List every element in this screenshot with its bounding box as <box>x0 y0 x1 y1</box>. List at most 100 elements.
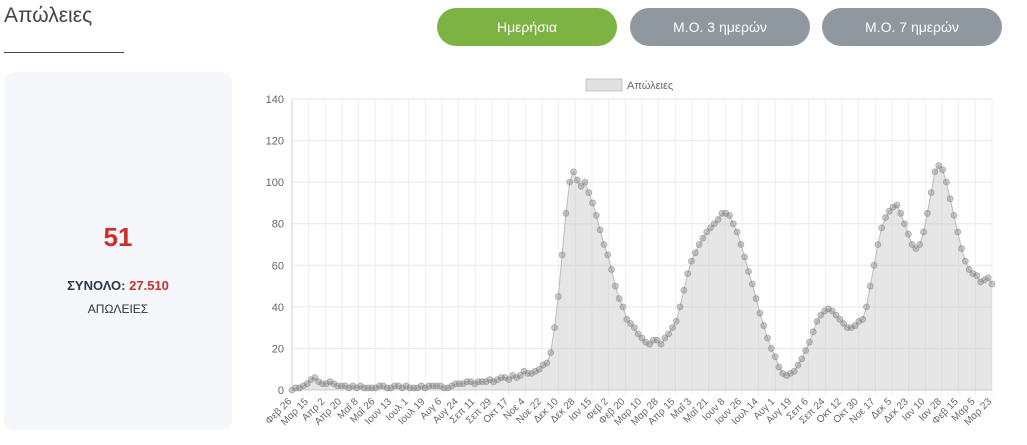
data-point <box>482 378 490 386</box>
data-point <box>296 384 304 392</box>
data-point <box>680 286 688 294</box>
y-tick-label: 80 <box>272 219 284 231</box>
data-point <box>817 311 825 319</box>
data-point <box>825 305 832 313</box>
data-point <box>904 230 912 238</box>
data-point <box>414 384 421 392</box>
data-point <box>809 328 817 336</box>
data-point <box>566 178 574 186</box>
data-point <box>657 340 665 348</box>
data-point <box>942 178 950 186</box>
data-point <box>912 245 920 253</box>
data-point <box>665 330 673 338</box>
data-point <box>379 382 387 390</box>
data-point <box>516 372 524 379</box>
data-point <box>619 303 627 311</box>
data-point <box>794 361 802 369</box>
y-tick-label: 40 <box>272 302 284 314</box>
data-point <box>802 347 809 354</box>
data-point <box>494 376 501 384</box>
daily-button[interactable]: Ημερήσια <box>437 8 617 46</box>
data-point <box>509 372 517 379</box>
data-point <box>775 363 783 371</box>
data-point <box>642 338 650 346</box>
total-deaths: ΣΥΝΟΛΟ: 27.510 <box>4 278 232 293</box>
summary-card: 51 ΣΥΝΟΛΟ: 27.510 ΑΠΩΛΕΙΕΣ <box>4 72 232 430</box>
data-point <box>767 345 775 352</box>
data-point <box>866 282 874 290</box>
data-point <box>821 307 829 315</box>
y-tick-label: 0 <box>278 385 284 397</box>
y-tick-label: 100 <box>266 177 284 189</box>
data-point <box>988 280 996 288</box>
data-point <box>646 340 654 348</box>
data-point <box>372 384 380 392</box>
data-point <box>969 270 977 278</box>
latest-deaths-value: 51 <box>103 222 133 252</box>
deaths-sub-label: ΑΠΩΛΕΙΕΣ <box>87 302 149 316</box>
data-point <box>638 334 646 342</box>
data-point <box>326 378 334 386</box>
data-point <box>958 245 965 253</box>
moving-average-7-days-button[interactable]: Μ.Ο. 7 ημερών <box>822 8 1002 46</box>
data-point <box>882 214 889 221</box>
data-point <box>688 257 695 265</box>
data-point <box>634 330 642 338</box>
data-point <box>349 382 357 390</box>
data-point <box>752 295 760 302</box>
data-point <box>330 380 338 388</box>
data-point <box>528 369 536 377</box>
data-point <box>520 367 528 375</box>
data-point <box>623 315 631 323</box>
data-point <box>760 322 768 329</box>
data-point <box>653 336 661 344</box>
data-point <box>573 176 581 184</box>
data-point <box>756 309 764 317</box>
moving-average-3-days-button[interactable]: Μ.Ο. 3 ημερών <box>630 8 810 46</box>
data-point <box>874 241 882 248</box>
data-point <box>729 220 737 228</box>
data-point <box>554 293 562 300</box>
data-point <box>813 318 821 325</box>
data-point <box>927 189 935 196</box>
data-point <box>893 201 901 209</box>
total-label: ΣΥΝΟΛΟ: <box>67 278 126 293</box>
data-point <box>745 268 752 275</box>
data-point <box>684 270 692 278</box>
data-point <box>710 220 718 228</box>
y-tick-label: 120 <box>266 136 284 148</box>
data-point <box>395 382 402 390</box>
data-point <box>611 282 619 290</box>
data-point <box>311 374 319 381</box>
data-point <box>885 207 893 215</box>
data-point <box>307 376 315 384</box>
data-point <box>931 168 939 176</box>
data-point <box>539 361 547 369</box>
data-point <box>897 209 905 217</box>
data-point <box>695 241 703 248</box>
data-point <box>627 320 634 327</box>
data-point <box>532 367 539 375</box>
data-point <box>863 303 870 311</box>
page-title: Απώλειες <box>4 4 93 27</box>
data-point <box>847 324 855 332</box>
data-point <box>984 274 992 282</box>
data-point <box>288 386 296 394</box>
data-point <box>741 253 749 261</box>
y-tick-label: 20 <box>272 343 284 355</box>
y-tick-label: 140 <box>266 94 284 106</box>
data-point <box>950 211 958 219</box>
data-point <box>961 257 969 265</box>
data-point <box>764 334 771 342</box>
data-point <box>707 224 714 232</box>
data-point <box>703 228 711 236</box>
data-point <box>691 249 699 257</box>
series-area <box>292 165 992 390</box>
data-point <box>737 241 745 248</box>
data-point <box>946 195 954 203</box>
data-point <box>748 280 756 288</box>
data-point <box>581 178 589 186</box>
data-point <box>836 315 844 323</box>
data-point <box>558 251 566 259</box>
